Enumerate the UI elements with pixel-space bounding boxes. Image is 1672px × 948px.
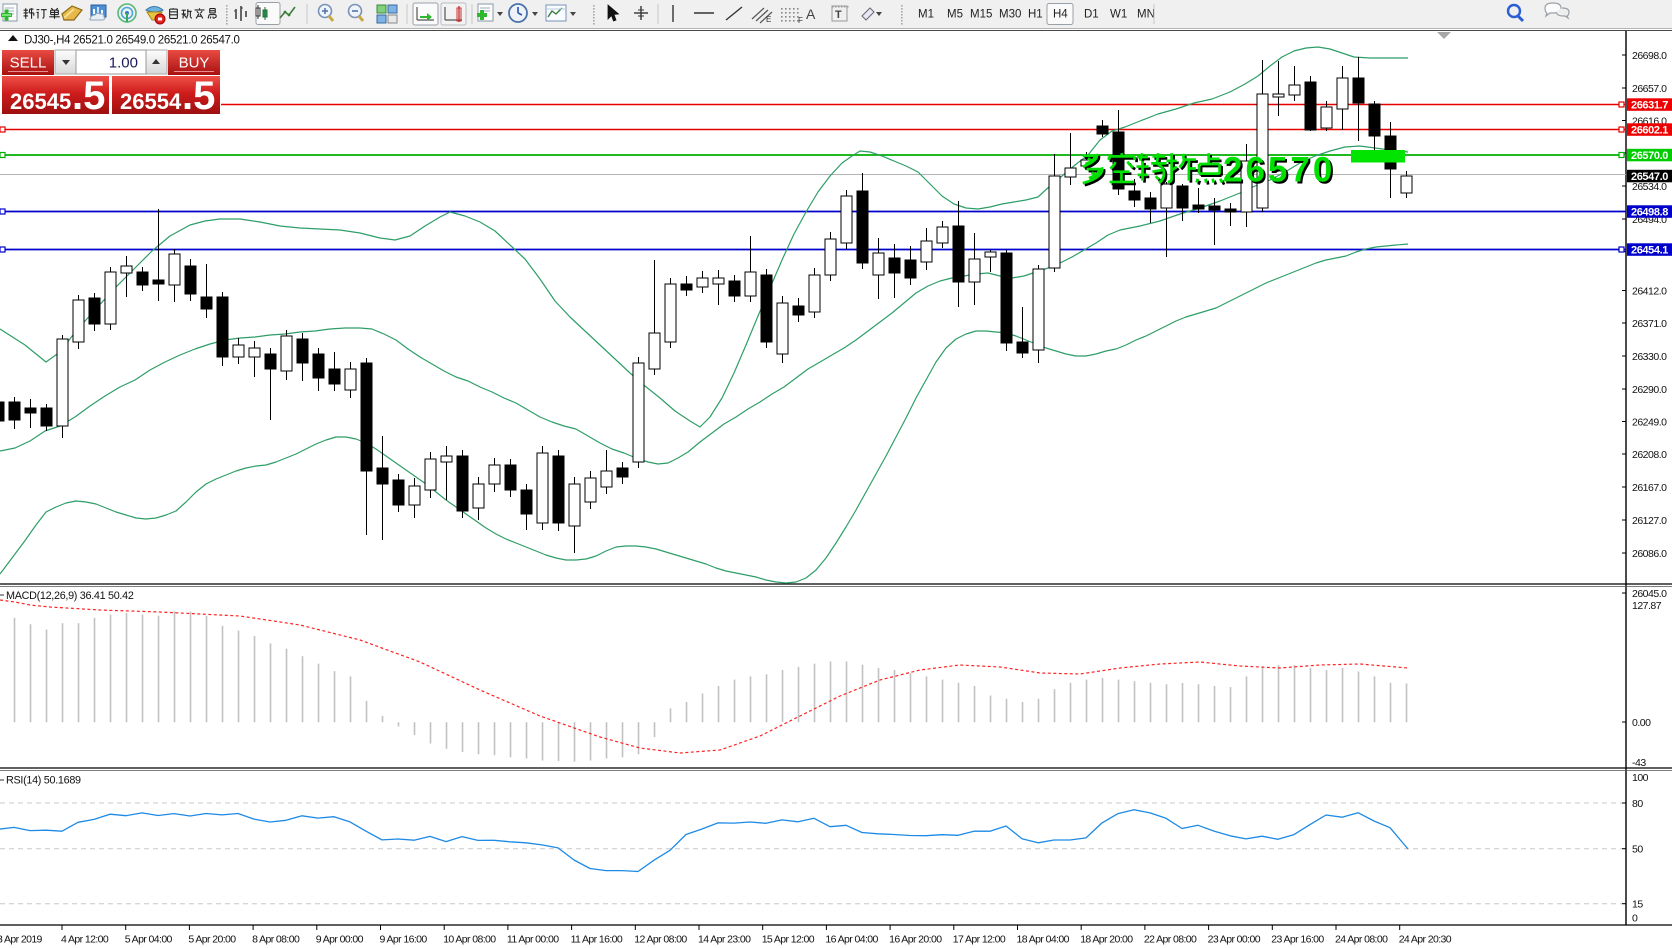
svg-text:80: 80 — [1632, 798, 1643, 810]
svg-text:F: F — [798, 16, 803, 25]
svg-text:1.00: 1.00 — [109, 55, 138, 72]
svg-text:26545: 26545 — [10, 89, 71, 114]
svg-text:15 Apr 12:00: 15 Apr 12:00 — [762, 934, 815, 946]
svg-text:H1: H1 — [1028, 9, 1043, 21]
svg-text:M30: M30 — [999, 9, 1021, 21]
svg-text:W1: W1 — [1110, 9, 1127, 21]
svg-text:23 Apr 00:00: 23 Apr 00:00 — [1208, 934, 1261, 946]
svg-text:M1: M1 — [918, 9, 934, 21]
svg-text:H4: H4 — [1053, 9, 1068, 21]
svg-text:26208.0: 26208.0 — [1632, 449, 1667, 461]
svg-text:4 Apr 12:00: 4 Apr 12:00 — [61, 934, 109, 946]
svg-text:26554: 26554 — [120, 89, 182, 114]
svg-text:18 Apr 20:00: 18 Apr 20:00 — [1080, 934, 1133, 946]
svg-text:26454.1: 26454.1 — [1631, 245, 1668, 257]
svg-text:26290.0: 26290.0 — [1632, 384, 1667, 396]
svg-text:16 Apr 04:00: 16 Apr 04:00 — [825, 934, 878, 946]
svg-text:17 Apr 12:00: 17 Apr 12:00 — [953, 934, 1006, 946]
svg-text:26698.0: 26698.0 — [1632, 50, 1667, 62]
svg-text:8 Apr 08:00: 8 Apr 08:00 — [252, 934, 300, 946]
svg-text:-43: -43 — [1632, 757, 1646, 769]
svg-text:50: 50 — [1632, 844, 1643, 856]
svg-text:D1: D1 — [1084, 9, 1099, 21]
svg-text:26412.0: 26412.0 — [1632, 285, 1667, 297]
svg-text:26570: 26570 — [1225, 153, 1337, 192]
svg-text:BUY: BUY — [179, 55, 210, 72]
svg-text:5 Apr 04:00: 5 Apr 04:00 — [125, 934, 173, 946]
svg-text:24 Apr 08:00: 24 Apr 08:00 — [1335, 934, 1388, 946]
svg-text:A: A — [806, 6, 816, 22]
svg-text:26498.8: 26498.8 — [1631, 207, 1668, 219]
svg-text:E: E — [766, 15, 771, 24]
svg-text:T: T — [835, 9, 842, 21]
svg-text:26602.1: 26602.1 — [1631, 125, 1668, 137]
svg-text:DJ30-,H4 26521.0 26549.0 2652: DJ30-,H4 26521.0 26549.0 26521.0 26547.0 — [24, 35, 240, 47]
svg-text:22 Apr 08:00: 22 Apr 08:00 — [1144, 934, 1197, 946]
svg-text:.5: .5 — [72, 74, 105, 118]
svg-text:26371.0: 26371.0 — [1632, 318, 1667, 330]
svg-text:5 Apr 20:00: 5 Apr 20:00 — [188, 934, 236, 946]
svg-text:26127.0: 26127.0 — [1632, 515, 1667, 527]
svg-text:16 Apr 20:00: 16 Apr 20:00 — [889, 934, 942, 946]
svg-text:3 Apr 2019: 3 Apr 2019 — [0, 934, 43, 946]
svg-text:14 Apr 23:00: 14 Apr 23:00 — [698, 934, 751, 946]
svg-text:12 Apr 08:00: 12 Apr 08:00 — [634, 934, 687, 946]
svg-text:26167.0: 26167.0 — [1632, 482, 1667, 494]
svg-text:23 Apr 16:00: 23 Apr 16:00 — [1271, 934, 1324, 946]
svg-text:100: 100 — [1632, 772, 1649, 784]
svg-text:26547.0: 26547.0 — [1631, 171, 1668, 183]
svg-text:MACD(12,26,9) 36.41 50.42: MACD(12,26,9) 36.41 50.42 — [6, 590, 134, 602]
svg-text:26631.7: 26631.7 — [1631, 100, 1668, 112]
svg-text:26534.0: 26534.0 — [1632, 181, 1667, 193]
svg-text:9 Apr 00:00: 9 Apr 00:00 — [316, 934, 364, 946]
svg-text:26249.0: 26249.0 — [1632, 416, 1667, 428]
svg-text:127.87: 127.87 — [1632, 600, 1662, 612]
svg-text:10 Apr 08:00: 10 Apr 08:00 — [443, 934, 496, 946]
svg-text:26657.0: 26657.0 — [1632, 83, 1667, 95]
svg-text:11 Apr 00:00: 11 Apr 00:00 — [507, 934, 559, 946]
svg-text:26570.0: 26570.0 — [1631, 150, 1668, 162]
svg-text:M5: M5 — [947, 9, 963, 21]
svg-text:15: 15 — [1632, 899, 1643, 911]
svg-text:RSI(14) 50.1689: RSI(14) 50.1689 — [6, 775, 81, 787]
svg-text:0.00: 0.00 — [1632, 717, 1651, 729]
svg-text:26570: 26570 — [1223, 151, 1335, 190]
svg-text:MN: MN — [1137, 9, 1155, 21]
svg-text:9 Apr 16:00: 9 Apr 16:00 — [380, 934, 428, 946]
svg-text:26086.0: 26086.0 — [1632, 548, 1667, 560]
svg-text:0: 0 — [1632, 913, 1638, 925]
svg-text:26045.0: 26045.0 — [1632, 588, 1667, 600]
svg-text:18 Apr 04:00: 18 Apr 04:00 — [1017, 934, 1070, 946]
svg-text:26330.0: 26330.0 — [1632, 351, 1667, 363]
svg-text:M15: M15 — [970, 9, 992, 21]
svg-text:SELL: SELL — [10, 55, 47, 72]
svg-text:.5: .5 — [182, 74, 215, 118]
svg-text:24 Apr 20:30: 24 Apr 20:30 — [1399, 934, 1452, 946]
svg-text:11 Apr 16:00: 11 Apr 16:00 — [571, 934, 623, 946]
